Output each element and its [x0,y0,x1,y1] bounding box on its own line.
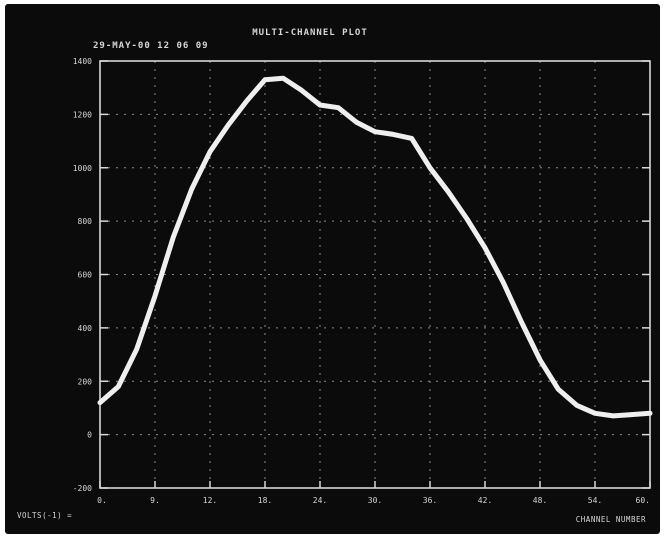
x-tick-label: 42. [478,496,492,505]
data-point [372,129,378,134]
x-tick-labels: 0. 9. 12. 18. 24. 30. 36. 42. 48. 54. 60. [97,496,650,505]
y-tick-label: 1200 [73,110,92,119]
y-tick-label: 600 [78,271,93,280]
data-point [427,165,433,170]
data-point [556,387,561,392]
data-point [446,189,451,194]
y-tick-label: 400 [78,324,93,333]
plot-screen: MULTI-CHANNEL PLOT 29-MAY-00 12 06 09 14… [5,4,660,534]
data-point [391,132,396,137]
data-point [464,216,469,221]
data-point [482,245,488,251]
data-point [262,77,268,82]
multi-channel-line-chart: MULTI-CHANNEL PLOT 29-MAY-00 12 06 09 14… [17,28,653,524]
data-point [134,347,139,352]
data-point [611,413,616,419]
chart-timestamp: 29-MAY-00 12 06 09 [93,41,209,51]
data-point [537,357,543,363]
data-point [574,403,579,408]
y-tick-label: 800 [78,217,93,226]
x-tick-label: 18. [258,496,272,505]
data-point [519,320,524,325]
plot-frame [99,60,651,489]
y-axis-label: VOLTS(-1) = [17,511,72,520]
x-tick-label: 48. [533,496,547,505]
x-tick-label: 36. [423,496,437,505]
data-point [152,293,158,299]
y-tick-label: 1000 [73,164,92,173]
data-point [171,234,176,240]
data-point [244,98,249,104]
data-point [409,136,414,141]
data-point [354,120,359,125]
data-point [317,102,323,108]
data-point [207,149,213,154]
y-tick-label: 1400 [73,57,92,66]
x-tick-label: 60. [636,496,650,505]
y-tick-label: -200 [73,484,92,493]
series-layer [97,75,653,419]
data-point [189,186,194,192]
y-tick-label: 0 [87,431,92,440]
y-tick-label: 200 [78,377,93,386]
x-tick-label: 30. [368,496,382,505]
y-tick-labels: 1400 1200 1000 800 600 400 200 0 -200 [73,57,92,493]
x-tick-label: 9. [150,496,160,505]
x-tick-label: 0. [97,496,107,505]
data-point [501,280,506,285]
data-point [116,384,121,389]
x-tick-label: 24. [313,496,327,505]
data-point [647,411,653,416]
grid-layer [99,60,651,489]
data-point [336,105,341,110]
data-point [226,122,231,128]
data-point [592,411,598,416]
x-tick-label: 12. [203,496,217,505]
data-point [281,76,286,81]
data-point [97,400,103,405]
data-point [629,412,634,417]
x-tick-label: 54. [588,496,602,505]
chart-title: MULTI-CHANNEL PLOT [252,28,368,38]
x-axis-label: CHANNEL NUMBER [576,515,646,524]
data-point [299,88,304,93]
